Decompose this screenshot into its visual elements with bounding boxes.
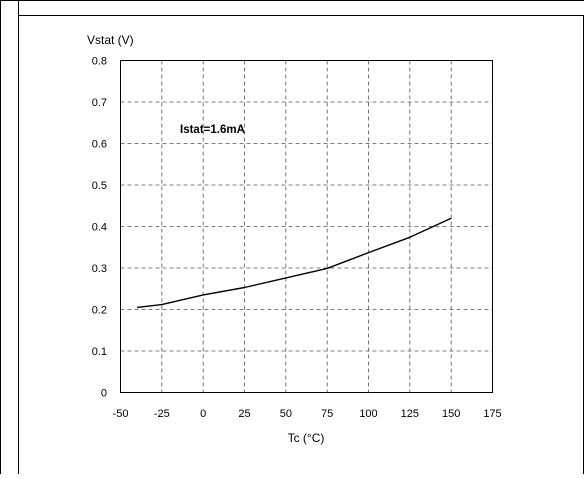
- grid-lines: [120, 60, 493, 393]
- y-tick-labels: 0 0.1 0.2 0.3 0.4 0.5 0.6 0.7 0.8: [92, 56, 107, 400]
- y-tick-label: 0.7: [92, 97, 107, 109]
- y-tick-label: 0.5: [92, 180, 107, 192]
- y-tick-label: 0.4: [92, 222, 107, 234]
- x-tick-label: -25: [154, 408, 170, 420]
- x-tick-label: 25: [238, 408, 250, 420]
- x-tick-label: 150: [442, 408, 460, 420]
- y-axis-label: Vstat (V): [87, 33, 134, 47]
- x-tick-label: -50: [113, 408, 129, 420]
- x-tick-label: 50: [280, 408, 292, 420]
- y-tick-label: 0.8: [92, 56, 107, 68]
- y-tick-label: 0.3: [92, 263, 107, 275]
- x-tick-label: 0: [200, 408, 206, 420]
- y-tick-label: 0.6: [92, 139, 107, 151]
- x-tick-label: 100: [359, 408, 377, 420]
- data-series: [136, 217, 452, 309]
- x-tick-label: 75: [321, 408, 333, 420]
- x-tick-labels: -50 -25 0 25 50 75 100 125 150 175: [113, 408, 502, 420]
- series-line: [136, 217, 452, 309]
- x-tick-label: 175: [483, 408, 501, 420]
- x-axis-label: Tc (°C): [288, 431, 325, 445]
- condition-annotation: Istat=1.6mA: [180, 124, 245, 136]
- x-tick-label: 125: [401, 408, 419, 420]
- y-tick-label: 0.1: [92, 346, 107, 358]
- y-tick-label: 0.2: [92, 305, 107, 317]
- y-tick-label: 0: [101, 388, 107, 400]
